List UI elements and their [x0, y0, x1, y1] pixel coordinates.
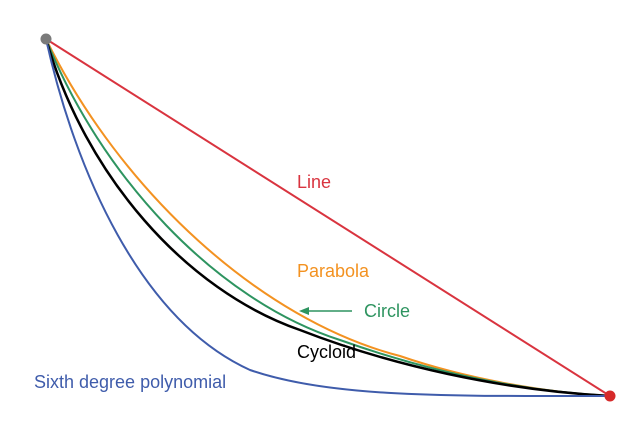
- polynomial-label: Sixth degree polynomial: [34, 372, 226, 392]
- parabola-label: Parabola: [297, 261, 370, 281]
- line-curve: [45, 38, 611, 397]
- start-point: [40, 33, 52, 45]
- circle-label-arrowhead: [299, 307, 309, 315]
- circle-label: Circle: [364, 301, 410, 321]
- cycloid-label: Cycloid: [297, 342, 356, 362]
- line-label: Line: [297, 172, 331, 192]
- polynomial-curve: [45, 38, 611, 398]
- cycloid-curve: [44, 38, 611, 398]
- end-point: [604, 390, 616, 402]
